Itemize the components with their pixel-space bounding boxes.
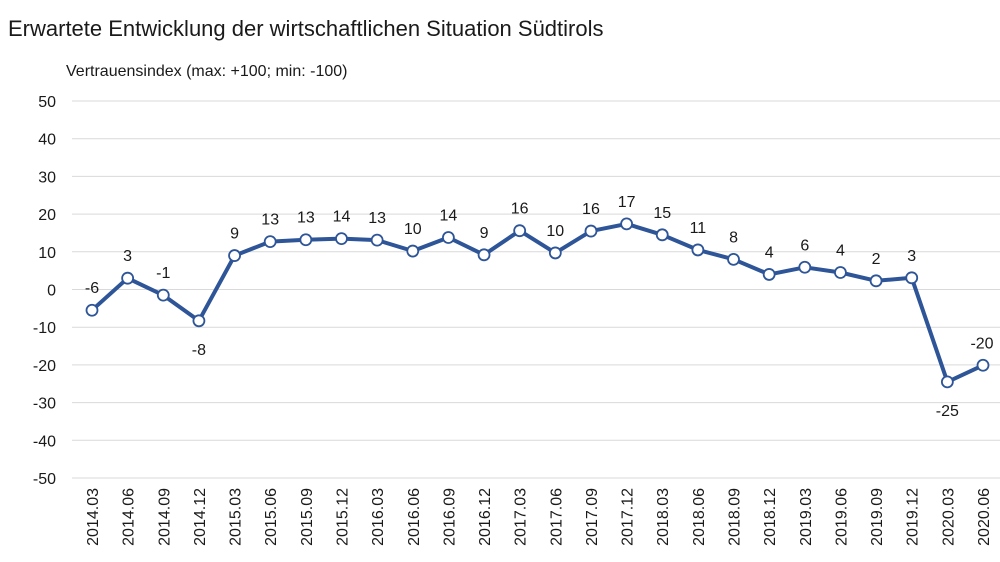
data-point xyxy=(940,375,954,389)
x-tick-label: 2017.09 xyxy=(584,488,601,546)
data-label: 14 xyxy=(440,207,458,224)
data-label: -1 xyxy=(156,265,170,282)
data-label: 4 xyxy=(765,244,774,261)
data-point xyxy=(263,235,277,249)
data-label: 2 xyxy=(872,251,881,268)
x-tick-label: 2018.03 xyxy=(655,488,672,546)
x-tick-label: 2014.12 xyxy=(192,488,209,546)
data-point xyxy=(156,288,170,302)
x-tick-label: 2018.09 xyxy=(727,488,744,546)
data-point xyxy=(584,224,598,238)
data-point xyxy=(299,233,313,247)
data-point xyxy=(798,260,812,274)
data-point xyxy=(513,224,527,238)
gridlines xyxy=(72,100,1000,479)
chart-title: Erwartete Entwicklung der wirtschaftlich… xyxy=(8,16,604,41)
data-point xyxy=(620,217,633,231)
data-label: 16 xyxy=(511,201,529,218)
data-point xyxy=(834,266,847,279)
x-tick-label: 2019.12 xyxy=(905,488,922,546)
data-point xyxy=(370,233,384,247)
data-label: 13 xyxy=(368,210,386,227)
x-tick-label: 2017.06 xyxy=(548,488,565,546)
data-label: 17 xyxy=(618,194,636,211)
x-tick-label: 2016.12 xyxy=(477,488,494,546)
x-tick-label: 2015.03 xyxy=(228,488,245,546)
data-point xyxy=(905,271,919,285)
data-label: 15 xyxy=(653,205,671,222)
x-tick-label: 2019.03 xyxy=(798,488,815,546)
data-point xyxy=(228,249,241,262)
data-label: 4 xyxy=(836,243,845,260)
data-label: 8 xyxy=(729,229,738,246)
series-line-layer xyxy=(90,221,985,384)
x-tick-label: 2020.06 xyxy=(976,488,993,546)
y-axis-ticks: 50 40 30 20 10 0 -10 -20 -30 -40 -50 xyxy=(33,94,56,488)
data-label: 9 xyxy=(480,225,489,242)
data-point xyxy=(192,314,206,328)
data-label: 10 xyxy=(404,221,422,238)
data-point xyxy=(727,252,740,266)
y-tick-label: -10 xyxy=(33,320,56,337)
data-label: 11 xyxy=(690,220,707,237)
data-label: 13 xyxy=(261,212,279,229)
data-label: 6 xyxy=(800,237,809,254)
data-point xyxy=(121,271,135,285)
data-label: 16 xyxy=(582,201,600,218)
x-tick-label: 2018.06 xyxy=(691,488,708,546)
data-label: 10 xyxy=(546,223,564,240)
data-label: -6 xyxy=(85,280,99,297)
x-tick-label: 2016.06 xyxy=(406,488,423,546)
x-axis-ticks: 2014.03 2014.06 2014.09 2014.12 2015.03 2015.… xyxy=(85,488,993,546)
x-tick-label: 2014.09 xyxy=(156,488,173,546)
data-labels: -6 3 -1 -8 9 13 13 14 13 10 14 9 16 10 16 17 15 11 8 4 6 4 2 3 -… xyxy=(85,194,994,420)
data-point xyxy=(85,303,99,317)
x-tick-label: 2015.06 xyxy=(263,488,280,546)
data-point xyxy=(548,246,562,260)
data-point xyxy=(335,232,348,246)
y-tick-label: 50 xyxy=(38,94,56,111)
x-tick-label: 2015.09 xyxy=(299,488,316,546)
x-tick-label: 2018.12 xyxy=(762,488,779,546)
data-point xyxy=(691,243,705,257)
x-tick-label: 2017.03 xyxy=(513,488,530,546)
x-tick-label: 2016.03 xyxy=(370,488,387,546)
y-tick-label: 20 xyxy=(38,207,56,224)
data-points xyxy=(85,217,990,389)
data-label: 3 xyxy=(123,248,132,265)
data-point xyxy=(655,228,669,242)
data-point xyxy=(441,231,455,244)
y-tick-label: 30 xyxy=(38,169,56,186)
x-tick-label: 2019.09 xyxy=(869,488,886,546)
x-tick-label: 2014.06 xyxy=(121,488,138,546)
data-point xyxy=(406,244,420,258)
data-label: 3 xyxy=(907,248,916,265)
data-label: -20 xyxy=(970,335,993,352)
data-point xyxy=(477,248,491,262)
x-tick-label: 2017.12 xyxy=(620,488,637,546)
data-point xyxy=(976,358,990,372)
data-point xyxy=(762,268,776,281)
y-tick-label: 40 xyxy=(38,132,56,149)
series-line xyxy=(90,221,985,384)
y-tick-label: -50 xyxy=(33,471,56,488)
data-label: -8 xyxy=(192,342,206,359)
y-tick-label: 10 xyxy=(38,245,56,262)
data-label: 13 xyxy=(297,210,315,227)
y-tick-label: -40 xyxy=(33,433,56,450)
x-tick-label: 2014.03 xyxy=(85,488,102,546)
y-tick-label: -30 xyxy=(33,396,56,413)
x-tick-label: 2016.09 xyxy=(441,488,458,546)
data-label: -25 xyxy=(936,403,959,420)
y-axis-label: Vertrauensindex (max: +100; min: -100) xyxy=(66,63,348,80)
data-label: 9 xyxy=(230,226,239,243)
x-tick-label: 2015.12 xyxy=(334,488,351,546)
x-tick-label: 2019.06 xyxy=(833,488,850,546)
x-tick-label: 2020.03 xyxy=(940,488,957,546)
data-label: 14 xyxy=(333,209,351,226)
y-tick-label: 0 xyxy=(47,283,56,300)
y-tick-label: -20 xyxy=(33,358,56,375)
data-point xyxy=(869,274,883,288)
